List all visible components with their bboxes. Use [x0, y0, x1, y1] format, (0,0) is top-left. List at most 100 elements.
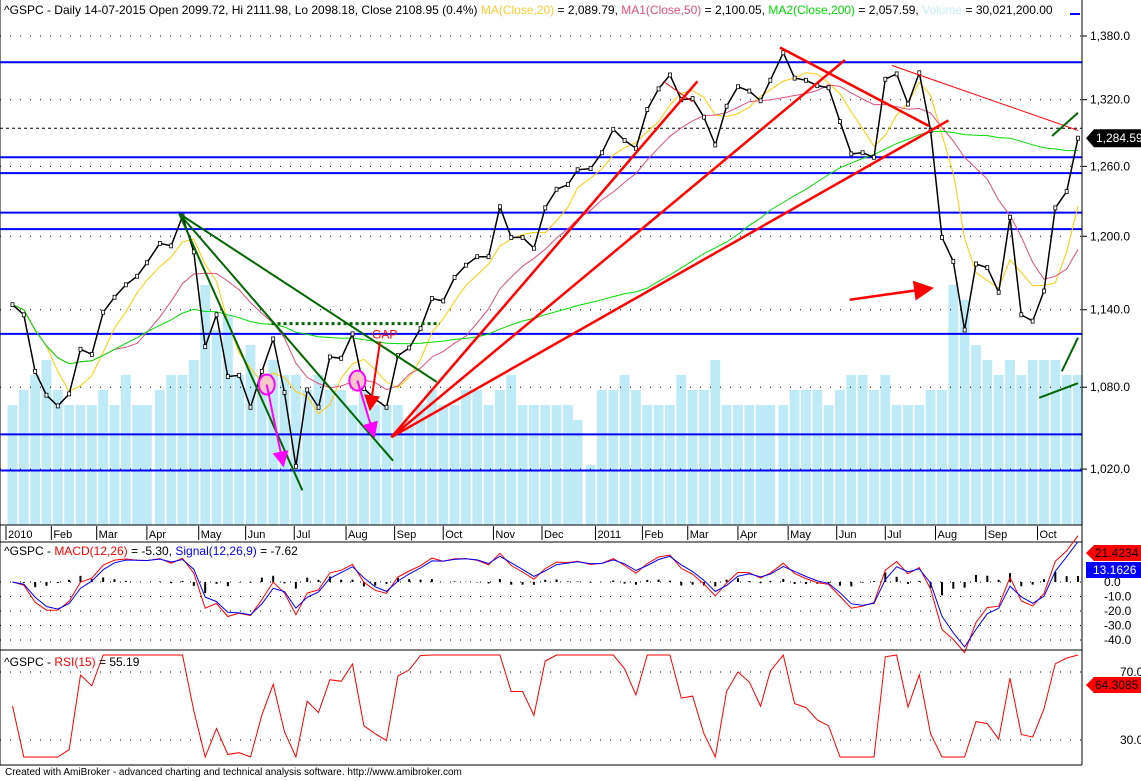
signal-value: = -7.62: [256, 544, 298, 558]
volume-bar: [812, 390, 823, 525]
price-bar: [724, 103, 729, 109]
x-tick-label: Jul: [296, 529, 310, 541]
price-bar: [271, 336, 276, 342]
x-tick-label: Jun: [248, 529, 266, 541]
macd-histogram-bar: [929, 582, 932, 588]
x-tick-label: Sep: [397, 529, 417, 541]
x-tick-label: Apr: [740, 529, 757, 541]
price-bar: [55, 403, 60, 409]
price-bar: [339, 355, 344, 361]
volume-bar: [948, 285, 959, 525]
macd-histogram-bar: [351, 579, 354, 582]
price-bar: [554, 186, 559, 192]
y-tick-label: 1,260.0: [1090, 159, 1130, 173]
macd-histogram-bar: [158, 581, 161, 582]
macd-histogram-bar: [691, 582, 694, 585]
volume-bar: [721, 405, 732, 525]
volume-bar: [1073, 375, 1083, 525]
price-bar: [486, 254, 491, 260]
price-bar: [327, 354, 332, 360]
volume-bar: [324, 390, 335, 525]
volume-bar: [98, 390, 109, 525]
volume-bar: [18, 390, 29, 525]
macd-histogram-bar: [657, 579, 660, 582]
price-bar: [668, 72, 672, 78]
macd-histogram-bar: [170, 582, 173, 584]
macd-histogram-bar: [872, 581, 875, 582]
volume-bar: [596, 390, 607, 525]
volume-bar: [109, 405, 120, 525]
price-bar: [407, 345, 412, 351]
volume-bar: [86, 405, 97, 525]
volume-bar: [687, 390, 698, 525]
macd-histogram-bar: [1042, 579, 1045, 582]
signal-last-label: 13.1626: [1093, 563, 1137, 577]
volume-bar: [75, 405, 86, 525]
price-bar: [951, 259, 956, 264]
ma1-value: = 2,100.05,: [701, 3, 769, 17]
rsi-tick-label: 70.0: [1120, 665, 1141, 679]
price-bar: [350, 331, 355, 337]
macd-histogram-bar: [668, 580, 671, 582]
y-tick-label: 1,200.0: [1090, 229, 1130, 243]
macd-histogram-bar: [997, 579, 1000, 582]
price-bar: [838, 119, 842, 124]
macd-histogram-bar: [22, 582, 25, 583]
volume-bar: [925, 390, 936, 525]
macd-histogram-bar: [646, 580, 649, 582]
ma2-value: = 2,057.59,: [855, 3, 923, 17]
x-tick-label: Sep: [988, 529, 1008, 541]
x-tick-label: Nov: [495, 529, 515, 541]
trendline-green: [178, 212, 438, 383]
macd-histogram-bar: [498, 579, 501, 582]
trendline-green: [1060, 337, 1079, 372]
volume-bar: [789, 390, 800, 525]
volume-bar: [517, 405, 528, 525]
price-pane-header: ^GSPC - Daily 14-07-2015 Open 2099.72, H…: [4, 3, 1053, 17]
volume-bar: [869, 390, 879, 525]
macd-last-label: 21.4234: [1095, 546, 1139, 560]
rsi-tick-label: 30.0: [1120, 733, 1141, 747]
x-tick-label: May: [201, 529, 222, 541]
rsi-prefix: ^GSPC -: [4, 655, 55, 669]
volume-bar: [835, 390, 845, 525]
price-bar: [293, 463, 298, 469]
price-bar: [33, 368, 38, 374]
price-bar: [588, 166, 593, 172]
price-bar: [600, 150, 604, 156]
x-tick-label: 2011: [597, 529, 621, 541]
rsi-pane-header: ^GSPC - RSI(15) = 55.19: [4, 655, 139, 669]
volume-bar: [823, 405, 834, 525]
price-bar: [702, 114, 706, 120]
macd-histogram-bar: [1077, 576, 1079, 582]
macd-histogram-bar: [838, 582, 841, 586]
volume-bar: [1005, 360, 1015, 525]
volume-bar: [222, 315, 233, 525]
price-bar: [509, 235, 514, 240]
volume-bar: [765, 405, 776, 525]
price-bar: [747, 88, 752, 94]
macd-histogram-bar: [317, 579, 320, 582]
macd-histogram-bar: [532, 582, 535, 585]
macd-histogram-bar: [680, 582, 683, 586]
price-bar: [144, 260, 149, 266]
volume-bar: [132, 405, 143, 525]
macd-histogram-bar: [430, 579, 433, 582]
trendline-green: [178, 213, 394, 462]
volume-bar: [608, 390, 619, 525]
volume-bar: [993, 375, 1004, 525]
ma-value: = 2,089.79,: [554, 3, 622, 17]
price-bar: [67, 391, 72, 397]
macd-histogram-bar: [974, 574, 977, 582]
macd-histogram-bar: [884, 572, 887, 582]
macd-tick-label: -40.0: [1104, 633, 1132, 647]
gap-label: GAP: [372, 328, 397, 342]
volume-label: Volume: [922, 3, 963, 17]
rsi-line: [12, 653, 1079, 759]
volume-bar: [1061, 375, 1072, 525]
price-bar: [282, 390, 287, 395]
macd-histogram-bar: [793, 582, 796, 584]
macd-histogram-bar: [782, 578, 785, 582]
macd-histogram-bar: [408, 579, 411, 582]
volume-bar: [7, 405, 18, 525]
